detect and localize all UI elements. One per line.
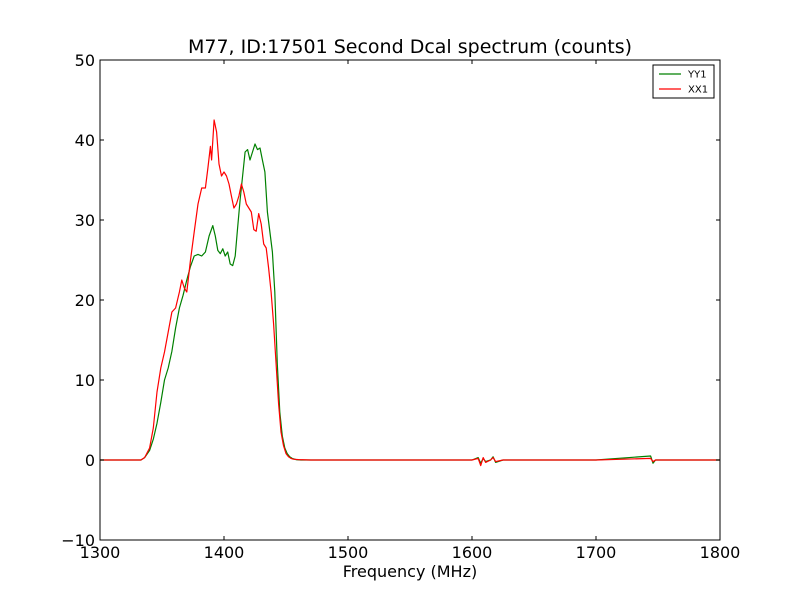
legend-box xyxy=(652,64,715,99)
x-ticks: 1300 1400 1500 1600 1700 1800 xyxy=(80,60,741,562)
chart-title: M77, ID:17501 Second Dcal spectrum (coun… xyxy=(188,36,632,58)
x-tick-label: 1400 xyxy=(204,543,245,562)
y-tick-label: 50 xyxy=(75,51,95,70)
y-tick-label: 20 xyxy=(75,291,95,310)
y-tick-label: −10 xyxy=(61,531,95,550)
x-tick-label: 1500 xyxy=(328,543,369,562)
series-line-xx1 xyxy=(100,119,720,467)
x-tick-label: 1700 xyxy=(576,543,617,562)
plot-area xyxy=(100,60,720,540)
series-line-yy1 xyxy=(100,143,720,464)
legend-label-yy1: YY1 xyxy=(687,70,707,81)
series-layer xyxy=(100,119,720,467)
legend-label-xx1: XX1 xyxy=(688,85,708,96)
y-tick-label: 10 xyxy=(75,371,95,390)
y-tick-label: 30 xyxy=(75,211,95,230)
y-tick-label: 40 xyxy=(75,131,95,150)
y-ticks: −10 0 10 20 30 40 50 xyxy=(61,51,720,550)
x-tick-label: 1600 xyxy=(452,543,493,562)
x-axis-label: Frequency (MHz) xyxy=(343,562,477,581)
y-tick-label: 0 xyxy=(85,451,95,470)
x-tick-label: 1300 xyxy=(80,543,121,562)
legend: YY1 XX1 xyxy=(652,64,715,99)
x-tick-label: 1800 xyxy=(700,543,741,562)
